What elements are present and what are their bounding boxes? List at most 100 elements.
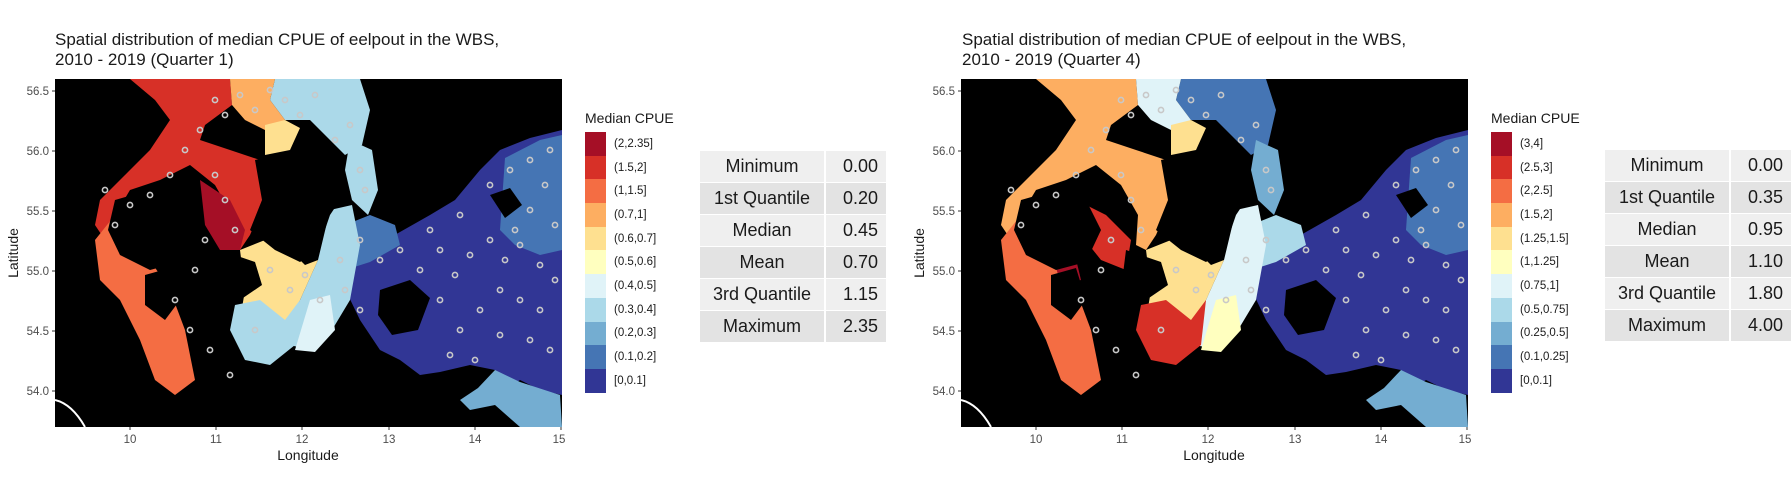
legend-item: (1.5,2] [585, 155, 674, 180]
y-tick-label: 54.5 [27, 326, 49, 338]
legend-label: (0.1,0.25] [1520, 351, 1569, 364]
legend-label: [0,0.1] [614, 374, 646, 387]
stat-name: Minimum [1605, 149, 1731, 182]
stat-name: Maximum [700, 310, 826, 343]
stat-value: 0.20 [825, 182, 886, 215]
island-zealand [1156, 150, 1251, 262]
legend-swatch [585, 368, 606, 393]
legend-item: (0.6,0.7] [585, 226, 674, 251]
y-axis-title: Latitude [911, 228, 927, 278]
legend-swatch [1491, 132, 1512, 156]
sea-region-arkona-edge [500, 135, 562, 255]
legend-item: (2,2.35] [585, 132, 674, 156]
legend-swatch [1491, 179, 1512, 204]
stat-value: 0.00 [1730, 149, 1791, 182]
legend-item: (0.75,1] [1491, 274, 1580, 298]
x-tick-label: 11 [210, 434, 222, 446]
legend-label: (1.25,1.5] [1520, 232, 1569, 245]
stat-value: 0.00 [825, 150, 886, 183]
legend-swatch [585, 203, 606, 227]
station-markers [1007, 86, 1465, 379]
legend-label: (0.5,0.75] [1520, 303, 1569, 316]
cpue-map-quarter-1: 56.5 56.0 55.5 55.0 54.5 54.0 Latitude 1… [5, 79, 566, 463]
stat-name: Minimum [700, 150, 826, 183]
island-bornholm [490, 188, 522, 218]
title-line-1: Spatial distribution of median CPUE of e… [962, 30, 1407, 49]
legend-swatch [585, 321, 606, 346]
x-tick-label: 13 [383, 434, 396, 446]
legend-label: (0.5,0.6] [614, 256, 657, 269]
legend-swatch [1491, 297, 1512, 322]
legend-label: (0.75,1] [1520, 279, 1559, 292]
x-tick-label: 13 [1289, 434, 1302, 446]
legend-swatch [585, 250, 606, 275]
legend-item: (3,4] [1491, 132, 1580, 156]
legend-item: (0.5,0.6] [585, 250, 674, 275]
map-panel-quarter-4: Spatial distribution of median CPUE of e… [905, 0, 1791, 498]
sea-region-fehmarn-belt [345, 215, 400, 270]
stat-value: 0.70 [825, 246, 886, 279]
sea-region-mecklenburg [230, 300, 300, 365]
stats-row: Maximum 4.00 [1605, 309, 1791, 342]
x-axis-title: Longitude [1183, 447, 1245, 463]
stat-name: 3rd Quantile [1605, 277, 1731, 310]
island-lolland [1121, 250, 1168, 300]
island-lolland [215, 250, 262, 300]
x-tick-label: 15 [1459, 434, 1472, 446]
legend-swatch [1491, 321, 1512, 346]
stat-value: 0.35 [1730, 181, 1791, 214]
legend-title: Median CPUE [585, 110, 674, 126]
sea-region-sound [1251, 140, 1284, 215]
y-tick-label: 56.0 [27, 146, 49, 158]
stat-value: 1.15 [825, 278, 886, 311]
sea-region-kattegat-high [95, 79, 265, 250]
sea-region-pomeranian [460, 370, 562, 427]
island-rugen [1284, 280, 1336, 335]
stat-value: 1.10 [1730, 245, 1791, 278]
y-tick-label: 55.0 [933, 266, 955, 278]
sea-region-mecklenburg [1136, 300, 1206, 365]
stats-row: 3rd Quantile 1.15 [700, 278, 886, 311]
legend-swatch [1491, 345, 1512, 369]
stat-value: 0.45 [825, 214, 886, 247]
sea-region-kattegat-east [270, 79, 370, 155]
y-tick-label: 55.5 [27, 206, 49, 218]
legend-label: (0.4,0.5] [614, 279, 657, 292]
legend-item: (0.2,0.3] [585, 321, 674, 346]
y-tick-label: 55.0 [27, 266, 49, 278]
title-line-2: 2010 - 2019 (Quarter 1) [55, 50, 234, 69]
y-tick-label: 54.0 [933, 386, 955, 398]
legend-item: (1.5,2] [1491, 203, 1580, 227]
x-axis: 10 11 12 13 14 15 Longitude [1030, 427, 1472, 463]
stats-row: Maximum 2.35 [700, 310, 886, 343]
x-tick-label: 10 [124, 434, 137, 446]
legend-label: (0.6,0.7] [614, 232, 657, 245]
y-axis: 56.5 56.0 55.5 55.0 54.5 54.0 Latitude [911, 86, 961, 398]
summary-stats-table: Minimum 0.00 1st Quantile 0.35 Median 0.95 Mea… [1605, 149, 1791, 342]
legend-label: (3,4] [1520, 137, 1544, 150]
legend-swatch [585, 297, 606, 322]
x-tick-label: 11 [1116, 434, 1128, 446]
x-tick-label: 15 [553, 434, 566, 446]
stat-value: 2.35 [825, 310, 886, 343]
island-bornholm [1396, 188, 1428, 218]
legend-item: (0.3,0.4] [585, 297, 674, 322]
legend-swatch [1491, 274, 1512, 298]
x-tick-label: 14 [469, 434, 482, 446]
x-axis-title: Longitude [277, 447, 339, 463]
y-axis: 56.5 56.0 55.5 55.0 54.5 54.0 Latitude [5, 86, 55, 398]
legend-item: (0.1,0.2] [585, 345, 674, 369]
stat-name: Median [1605, 213, 1731, 246]
legend-label: [0,0.1] [1520, 374, 1552, 387]
legend-label: (0.3,0.4] [614, 303, 657, 316]
y-tick-label: 54.0 [27, 386, 49, 398]
stats-row: 1st Quantile 0.35 [1605, 181, 1791, 214]
legend-label: (2,2.35] [614, 137, 653, 150]
legend-item: [0,0.1] [1491, 368, 1580, 393]
panel-title: Spatial distribution of median CPUE of e… [55, 30, 499, 70]
legend-swatch [1491, 368, 1512, 393]
stat-name: 3rd Quantile [700, 278, 826, 311]
island-zealand [250, 150, 345, 262]
stat-name: Median [700, 214, 826, 247]
legend-item: (0.25,0.5] [1491, 321, 1580, 346]
